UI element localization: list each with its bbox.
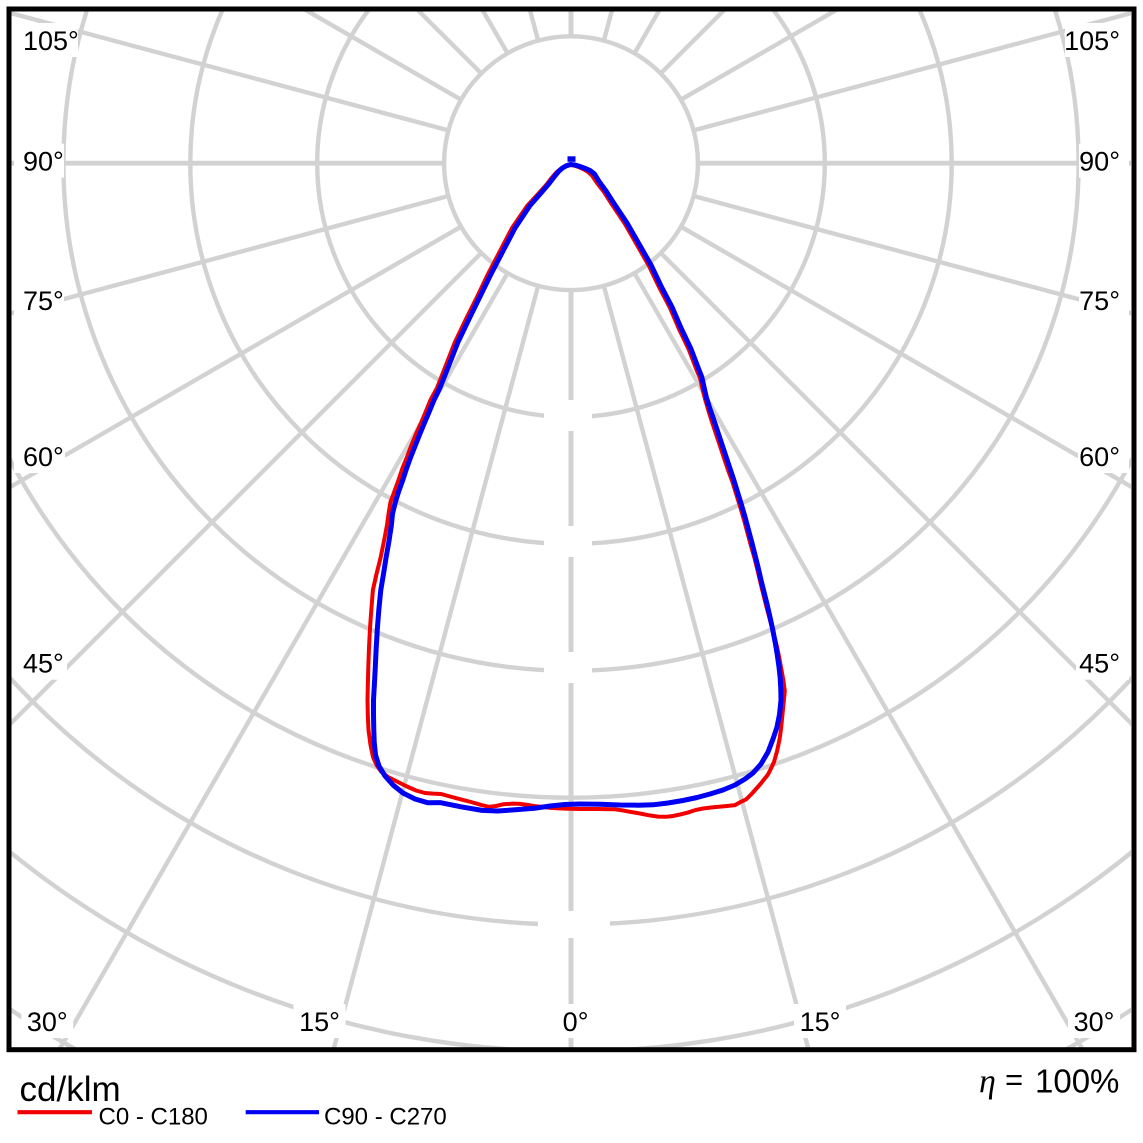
- svg-text:105°: 105°: [1064, 26, 1120, 56]
- svg-text:30°: 30°: [27, 1007, 68, 1037]
- svg-text:105°: 105°: [23, 26, 79, 56]
- svg-text:cd/klm: cd/klm: [20, 1070, 121, 1109]
- svg-text:90°: 90°: [23, 147, 64, 177]
- svg-text:60°: 60°: [1079, 442, 1120, 472]
- svg-text:45°: 45°: [1079, 649, 1120, 679]
- svg-text:C90 - C270: C90 - C270: [324, 1104, 447, 1131]
- svg-text:100%: 100%: [1035, 1063, 1119, 1100]
- svg-text:75°: 75°: [1079, 286, 1120, 316]
- svg-text:75°: 75°: [23, 286, 64, 316]
- svg-text:15°: 15°: [299, 1007, 340, 1037]
- svg-text:90°: 90°: [1079, 147, 1120, 177]
- svg-text:0°: 0°: [563, 1007, 589, 1037]
- svg-text:=: =: [1005, 1062, 1023, 1097]
- svg-text:30°: 30°: [1074, 1007, 1115, 1037]
- svg-text:60°: 60°: [23, 442, 64, 472]
- svg-text:η: η: [979, 1064, 996, 1101]
- svg-text:45°: 45°: [23, 649, 64, 679]
- svg-text:C0 - C180: C0 - C180: [99, 1104, 208, 1131]
- svg-text:15°: 15°: [800, 1007, 841, 1037]
